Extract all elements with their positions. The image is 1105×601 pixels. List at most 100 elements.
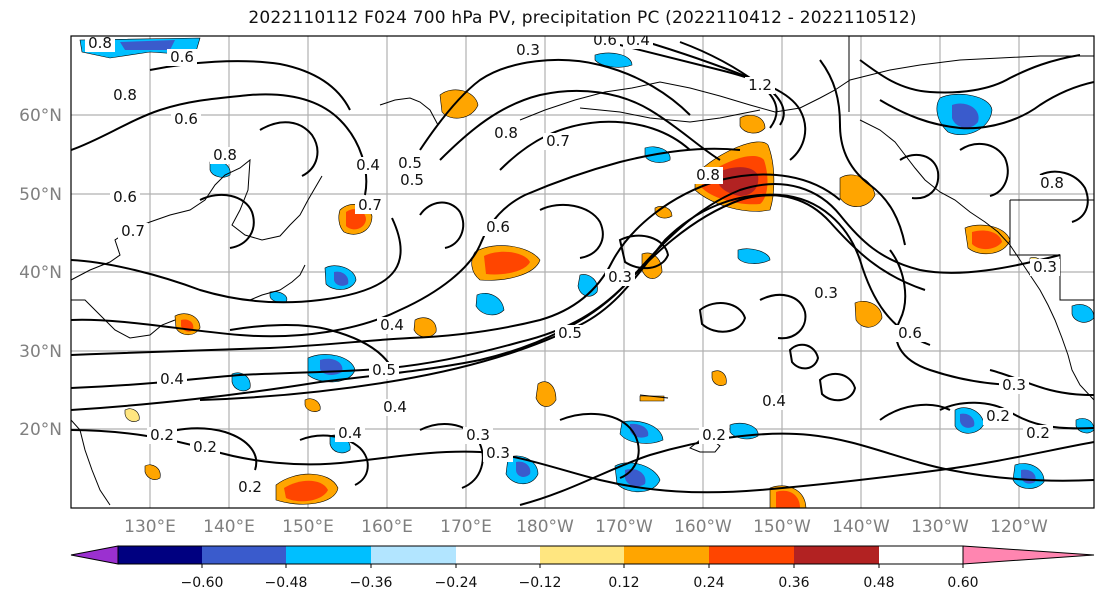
- colorbar-extend-max: [962, 545, 1095, 565]
- contour-label-bg: [983, 408, 1013, 425]
- contour-label-bg: [380, 399, 410, 416]
- contour-label: 0.4: [338, 424, 362, 442]
- latitude-label: 40°N: [19, 263, 62, 283]
- contour-label: 0.6: [170, 48, 194, 66]
- colorbar-tick-label: 0.48: [863, 575, 894, 591]
- longitude-label: 130°W: [911, 517, 969, 537]
- contour-label: 0.8: [1040, 174, 1064, 192]
- contour-label-bg: [353, 157, 383, 174]
- colorbar-segment: [286, 546, 371, 564]
- latitude-label: 60°N: [19, 106, 62, 126]
- longitude-label: 180°W: [516, 517, 574, 537]
- contour-label-bg: [118, 223, 148, 240]
- contour-label-bg: [513, 42, 543, 59]
- contour-label-bg: [147, 427, 177, 444]
- contour-label: 0.6: [593, 31, 617, 49]
- contour-label: 0.3: [466, 426, 490, 444]
- contour-label-bg: [110, 87, 140, 104]
- contour-label: 0.5: [400, 171, 424, 189]
- colorbar-tick-label: 0.36: [778, 575, 809, 591]
- contour-labels: 0.8 0.6 0.8 0.6 0.8 0.5 0.7 0.6 0.5 0.8 0.4 0.5 0.6 0…: [85, 31, 1067, 496]
- colorbar-tick-label: −0.48: [265, 575, 308, 591]
- contour-label: 0.6: [486, 218, 510, 236]
- coastlines: [71, 36, 1094, 506]
- contour-label-bg: [1030, 259, 1060, 276]
- contour-label: 0.4: [380, 316, 404, 334]
- contour-label-bg: [555, 325, 585, 342]
- longitude-label: 130°E: [124, 517, 176, 537]
- contour-label: 0.7: [546, 132, 570, 150]
- colorbar-segment: [540, 546, 624, 564]
- contour-label-bg: [745, 77, 775, 94]
- contour-label: 0.2: [150, 426, 174, 444]
- contour-label: 0.8: [213, 146, 237, 164]
- contour-label: 0.5: [372, 361, 396, 379]
- contour-label: 0.8: [88, 34, 112, 52]
- contour-label: 0.3: [608, 268, 632, 286]
- contour-label: 0.4: [160, 370, 184, 388]
- colorbar-segment: [371, 546, 456, 564]
- contour-label-bg: [85, 36, 115, 52]
- contour-label: 0.2: [702, 426, 726, 444]
- colorbar-ticks: −0.60 −0.48 −0.36 −0.24 −0.12 0.12 0.24 0.36 0.4…: [181, 564, 979, 591]
- contour-label-bg: [605, 269, 635, 286]
- contour-label: 0.2: [986, 407, 1010, 425]
- contour-label-bg: [235, 479, 265, 496]
- colorbar-segment: [202, 546, 286, 564]
- contour-label-bg: [623, 36, 653, 49]
- colorbar-segment: [624, 546, 709, 564]
- contour-label-bg: [190, 439, 220, 456]
- contour-label: 0.3: [486, 444, 510, 462]
- contour-label: 0.6: [898, 324, 922, 342]
- contour-label: 0.7: [358, 196, 382, 214]
- contour-label: 0.4: [383, 398, 407, 416]
- contour-label-bg: [543, 133, 573, 150]
- longitude-label: 150°W: [753, 517, 811, 537]
- contour-label-bg: [335, 425, 365, 442]
- colorbar-segment: [709, 546, 794, 564]
- contour-label-bg: [483, 445, 513, 462]
- contour-label-bg: [483, 219, 513, 236]
- contour-label: 0.8: [696, 166, 720, 184]
- contour-label: 0.5: [398, 154, 422, 172]
- contour-label: 0.6: [113, 188, 137, 206]
- colorbar-tick-label: 0.24: [693, 575, 724, 591]
- contour-label: 0.8: [494, 124, 518, 142]
- contour-label-bg: [699, 427, 729, 444]
- contour-label-bg: [1023, 425, 1053, 442]
- contour-label: 0.7: [121, 222, 145, 240]
- contour-label-bg: [895, 325, 925, 342]
- contour-label-bg: [1037, 175, 1067, 192]
- contour-label: 0.6: [174, 110, 198, 128]
- longitude-label: 170°E: [440, 517, 492, 537]
- contour-label: 1.2: [748, 76, 772, 94]
- contour-label: 0.3: [1002, 376, 1026, 394]
- contour-label-bg: [590, 36, 620, 49]
- longitude-label: 170°W: [595, 517, 653, 537]
- longitude-labels: 130°E 140°E 150°E 160°E 170°E 180°W 170°W 160°W…: [124, 517, 1048, 537]
- contour-label-bg: [171, 111, 201, 128]
- contour-label: 0.2: [1026, 424, 1050, 442]
- contour-label: 0.8: [113, 86, 137, 104]
- latitude-labels: 60°N 50°N 40°N 30°N 20°N: [19, 106, 62, 440]
- contour-label-bg: [110, 189, 140, 206]
- longitude-label: 120°W: [990, 517, 1048, 537]
- contour-label-bg: [395, 155, 425, 172]
- contour-label: 0.3: [516, 41, 540, 59]
- longitude-label: 140°W: [832, 517, 890, 537]
- colorbar-tick-label: 0.12: [608, 575, 639, 591]
- colorbar-tick-label: −0.24: [435, 575, 478, 591]
- contour-label: 0.5: [558, 324, 582, 342]
- contour-label-bg: [759, 393, 789, 410]
- colorbar-tick-label: −0.36: [350, 575, 393, 591]
- contour-label: 0.4: [626, 31, 650, 49]
- contour-label-bg: [377, 317, 407, 334]
- contour-label-bg: [210, 147, 240, 164]
- map-border: [70, 35, 1095, 509]
- map-title: 2022110112 F024 700 hPa PV, precipitatio…: [248, 8, 917, 28]
- contour-label-bg: [397, 172, 427, 189]
- colorbar-tick-label: 0.60: [947, 575, 978, 591]
- colorbar: [70, 545, 1095, 565]
- colorbar-segment: [794, 546, 879, 564]
